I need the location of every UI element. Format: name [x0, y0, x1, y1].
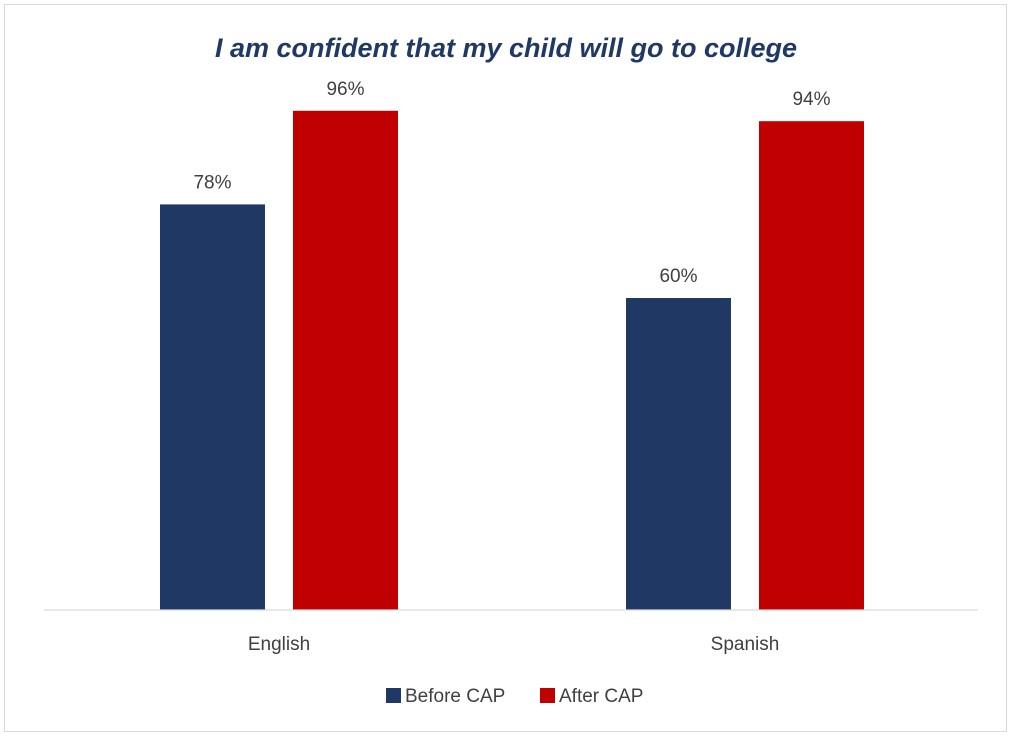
bar-english-before-cap [160, 204, 265, 610]
x-tick-label-english: English [248, 634, 310, 655]
bars-layer [160, 110, 864, 611]
legend: Before CAP After CAP [386, 686, 643, 707]
data-label-english-after-cap: 96% [326, 79, 364, 100]
legend-swatch-before-cap [386, 688, 401, 703]
data-label-spanish-before-cap: 60% [659, 266, 697, 287]
data-label-english-before-cap: 78% [193, 172, 231, 193]
legend-swatch-after-cap [540, 688, 555, 703]
data-label-spanish-after-cap: 94% [792, 89, 830, 110]
labels-layer: 78% 96% English 60% 94% Spanish [193, 79, 830, 655]
legend-label-before-cap: Before CAP [405, 686, 505, 707]
legend-label-after-cap: After CAP [559, 686, 643, 707]
bar-spanish-after-cap [759, 121, 864, 610]
x-tick-label-spanish: Spanish [711, 634, 780, 655]
chart-title: I am confident that my child will go to … [215, 33, 797, 63]
bar-spanish-before-cap [626, 298, 731, 610]
bar-english-after-cap [293, 110, 398, 611]
